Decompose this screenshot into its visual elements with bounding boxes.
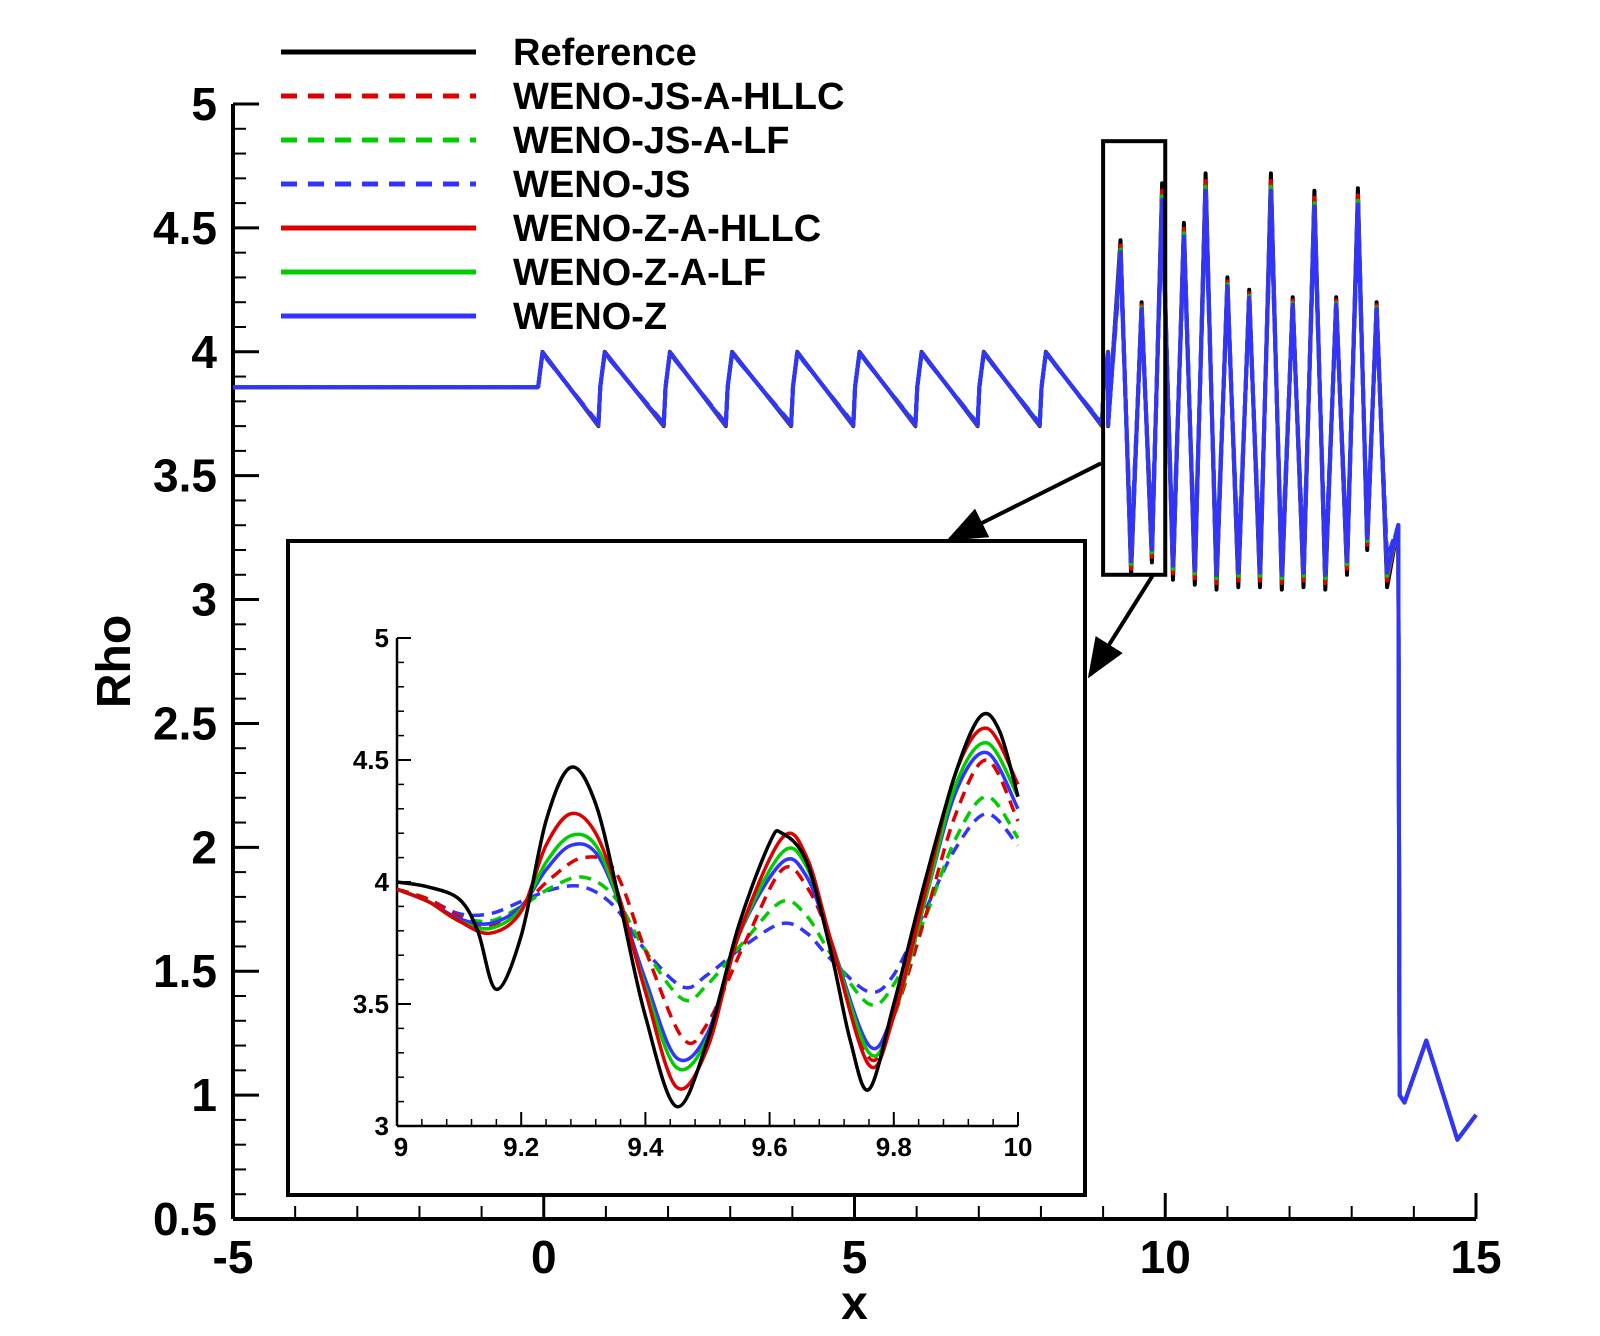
y-tick-label: 5: [191, 78, 217, 130]
inset-x-tick-label: 9.8: [876, 1132, 912, 1162]
legend-label: WENO-Z: [513, 296, 667, 338]
main-plot-area: 0.5 1 1.5 2 2.5 3 3.5 4 4.5 5 -5 0 5 10 15 x Rho: [88, 78, 1502, 1330]
y-tick-label: 4: [191, 326, 217, 378]
y-tick-label: 1.5: [153, 945, 217, 997]
zoom-arrow-side: [1087, 573, 1155, 679]
y-tick-label: 2: [191, 821, 217, 873]
x-axis-title: x: [841, 1277, 868, 1330]
legend-label: WENO-Z-A-LF: [513, 252, 766, 294]
inset-y-tick-label: 4: [375, 867, 390, 897]
inset-series-reference: [396, 711, 1020, 1109]
inset-y-tick-label: 5: [375, 623, 389, 653]
zoom-rectangle: [1101, 139, 1168, 577]
legend-label: WENO-Z-A-HLLC: [513, 208, 821, 250]
y-tick-label: 4.5: [153, 202, 217, 254]
inset-plot: 3 3.5 4 4.5 5 9 9.2 9.4 9.6 9.8 10: [286, 539, 1087, 1197]
inset-series-weno-z-a-hllc: [396, 726, 1020, 1091]
x-tick-label: 10: [1140, 1231, 1191, 1283]
y-tick-label: 0.5: [153, 1193, 217, 1245]
zoom-arrow-top: [946, 461, 1102, 541]
zoom-region-box: [946, 139, 1168, 679]
y-tick-label: 3: [191, 574, 217, 626]
inset-series-lines: [396, 711, 1020, 1109]
y-tick-label: 3.5: [153, 450, 217, 502]
x-tick-label: 15: [1450, 1231, 1501, 1283]
y-tick-label: 1: [191, 1069, 217, 1121]
inset-x-tick-label: 9: [394, 1132, 408, 1162]
main-series-weno-z: [233, 188, 1478, 1142]
inset-x-tick-label: 9.2: [503, 1132, 539, 1162]
x-tick-label: 0: [531, 1231, 557, 1283]
x-tick-label: -5: [213, 1231, 254, 1283]
main-series-lines: [233, 171, 1478, 1142]
inset-frame: [286, 539, 1087, 1197]
legend: ReferenceWENO-JS-A-HLLCWENO-JS-A-LFWENO-…: [281, 32, 844, 338]
x-tick-label: 5: [842, 1231, 868, 1283]
inset-y-tick-label: 3.5: [353, 989, 389, 1019]
inset-x-tick-label: 9.6: [752, 1132, 788, 1162]
y-axis-title: Rho: [88, 615, 141, 708]
inset-y-tick-label: 3: [375, 1111, 389, 1141]
inset-x-tick-label: 10: [1004, 1132, 1033, 1162]
legend-label: Reference: [513, 32, 697, 74]
legend-label: WENO-JS: [513, 164, 690, 206]
legend-label: WENO-JS-A-HLLC: [513, 76, 844, 118]
y-tick-label: 2.5: [153, 697, 217, 749]
inset-y-tick-label: 4.5: [353, 745, 389, 775]
inset-x-tick-label: 9.4: [627, 1132, 664, 1162]
legend-label: WENO-JS-A-LF: [513, 120, 790, 162]
